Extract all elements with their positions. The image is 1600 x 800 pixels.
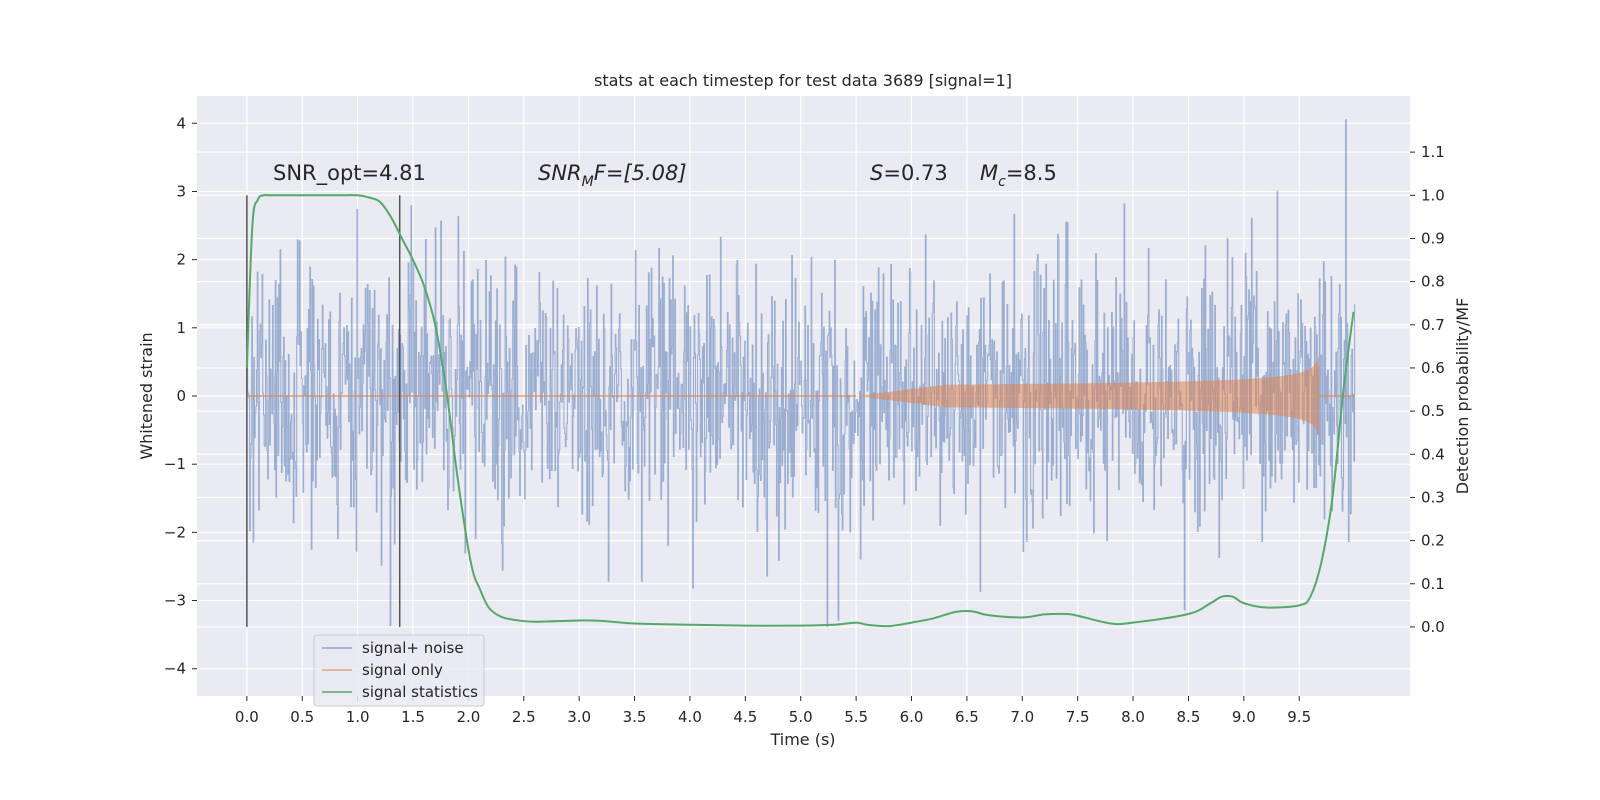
series-signal-noise bbox=[246, 119, 1356, 628]
legend-box bbox=[313, 634, 485, 707]
signal-statistics-line bbox=[245, 193, 1355, 628]
y-axis-ticks: 4 3 2 1 0 −1 −2 −3 −4 bbox=[164, 114, 197, 678]
y2-tick-label-4: 0.7 bbox=[1421, 316, 1445, 334]
y-tick-label-4: 0 bbox=[176, 387, 186, 405]
x-tick-label-15: 7.5 bbox=[1066, 708, 1090, 726]
chart-title: stats at each timestep for test data 368… bbox=[594, 71, 1012, 90]
legend-label-signal-noise: signal+ noise bbox=[362, 639, 464, 657]
y-tick-label-8: −4 bbox=[164, 660, 186, 678]
annotation-snr-mf: SNRMF=[5.08] bbox=[538, 161, 687, 190]
y2-axis-ticks: 1.1 1.0 0.9 0.8 0.7 0.6 0.5 0.4 0.3 0.2 0.1 0.0 bbox=[1410, 143, 1445, 636]
x-tick-label-8: 4.0 bbox=[678, 708, 702, 726]
y-tick-label-2: 2 bbox=[176, 251, 186, 269]
x-tick-label-11: 5.5 bbox=[844, 708, 868, 726]
y-tick-label-6: −2 bbox=[164, 523, 186, 541]
y-tick-label-0: 4 bbox=[176, 114, 186, 132]
y-tick-label-1: 3 bbox=[176, 182, 186, 200]
x-tick-label-17: 8.5 bbox=[1177, 708, 1201, 726]
x-tick-label-13: 6.5 bbox=[955, 708, 979, 726]
y2-tick-label-7: 0.4 bbox=[1421, 445, 1445, 463]
annotation-mc-var: M bbox=[980, 161, 998, 185]
annotation-mc: Mc=8.5 bbox=[980, 161, 1057, 190]
series-signal-only bbox=[246, 355, 1355, 437]
vertical-markers bbox=[246, 195, 401, 627]
legend: signal+ noise signal only signal statist… bbox=[313, 634, 485, 707]
y-tick-label-5: −1 bbox=[164, 455, 186, 473]
x-tick-label-2: 1.0 bbox=[346, 708, 370, 726]
annotation-s-val: =0.73 bbox=[883, 161, 947, 185]
legend-label-signal-only: signal only bbox=[362, 661, 443, 679]
x-tick-label-14: 7.0 bbox=[1010, 708, 1034, 726]
x-tick-label-5: 2.5 bbox=[512, 708, 536, 726]
signal-only-chirp bbox=[856, 355, 1320, 437]
legend-label-signal-statistics: signal statistics bbox=[362, 683, 478, 701]
x-tick-label-19: 9.5 bbox=[1287, 708, 1311, 726]
series-signal-statistics bbox=[245, 193, 1355, 628]
y2-tick-label-0: 1.1 bbox=[1421, 143, 1445, 161]
y2-tick-label-10: 0.1 bbox=[1421, 575, 1445, 593]
x-tick-label-9: 4.5 bbox=[733, 708, 757, 726]
annotation-s: S=0.73 bbox=[870, 161, 948, 185]
annotation-mc-val: =8.5 bbox=[1006, 161, 1057, 185]
y2-tick-label-9: 0.2 bbox=[1421, 532, 1445, 550]
y-tick-label-3: 1 bbox=[176, 319, 186, 337]
x-axis-ticks: 0.0 0.5 1.0 1.5 2.0 2.5 3.0 3.5 4.0 4.5 5.0 5.5 6.0 6… bbox=[235, 696, 1311, 726]
signal-noise-line bbox=[246, 119, 1356, 628]
y-tick-label-7: −3 bbox=[164, 592, 186, 610]
y2-tick-label-11: 0.0 bbox=[1421, 618, 1445, 636]
x-tick-label-12: 6.0 bbox=[900, 708, 924, 726]
annotation-s-var: S bbox=[870, 161, 883, 185]
annotation-snr-mf-suffix: F=[5.08] bbox=[594, 161, 687, 185]
x-tick-label-3: 1.5 bbox=[401, 708, 425, 726]
y2-tick-label-2: 0.9 bbox=[1421, 229, 1445, 247]
x-axis-label: Time (s) bbox=[769, 730, 835, 749]
y2-tick-label-1: 1.0 bbox=[1421, 186, 1445, 204]
annotation-snr-opt: SNR_opt=4.81 bbox=[273, 161, 426, 186]
x-tick-label-4: 2.0 bbox=[456, 708, 480, 726]
annotation-snr-mf-sub: M bbox=[582, 174, 594, 190]
y2-tick-label-8: 0.3 bbox=[1421, 488, 1445, 506]
x-tick-label-0: 0.0 bbox=[235, 708, 259, 726]
x-tick-label-16: 8.0 bbox=[1121, 708, 1145, 726]
x-tick-label-18: 9.0 bbox=[1232, 708, 1256, 726]
x-tick-label-1: 0.5 bbox=[290, 708, 314, 726]
x-tick-label-7: 3.5 bbox=[623, 708, 647, 726]
y-axis-label: Whitened strain bbox=[137, 332, 156, 459]
x-tick-label-10: 5.0 bbox=[789, 708, 813, 726]
x-tick-label-6: 3.0 bbox=[567, 708, 591, 726]
y2-axis-label: Detection probability/MF bbox=[1453, 298, 1472, 495]
y2-tick-label-5: 0.6 bbox=[1421, 359, 1445, 377]
y2-tick-label-6: 0.5 bbox=[1421, 402, 1445, 420]
annotation-mc-sub: c bbox=[998, 174, 1006, 190]
y2-tick-label-3: 0.8 bbox=[1421, 273, 1445, 291]
annotation-snr-mf-prefix: SNR bbox=[538, 161, 582, 185]
